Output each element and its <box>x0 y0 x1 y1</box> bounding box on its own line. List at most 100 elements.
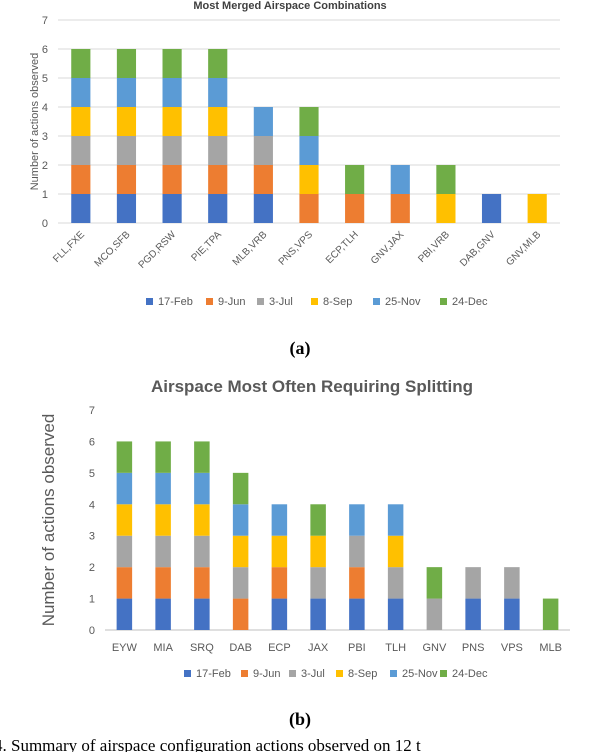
legend-swatch-3-jul <box>289 670 296 677</box>
bar-segment-eyw-17-feb <box>116 598 133 630</box>
legend-swatch-25-nov <box>373 298 380 305</box>
bar-segment-pie-tpa-24-dec <box>208 49 228 78</box>
bar-segment-mco-sfb-9-jun <box>116 165 137 194</box>
x-tick-label: ECP <box>268 642 291 654</box>
y-tick-label: 0 <box>89 625 95 637</box>
bar-segment-pns-vps-9-jun <box>299 194 319 223</box>
legend-swatch-17-feb <box>146 298 153 305</box>
bar-segment-dab-24-dec <box>232 472 249 505</box>
x-tick-label: VPS <box>501 642 523 654</box>
x-tick-label: JAX <box>308 642 329 654</box>
bar-segment-mia-17-feb <box>155 598 171 630</box>
chart-title: Airspace Most Often Requiring Splitting <box>151 377 473 396</box>
bar-segment-gnv-jax-9-jun <box>390 194 410 223</box>
x-tick-label: MLB,VRB <box>231 229 270 268</box>
legend-swatch-25-nov <box>390 670 397 677</box>
bar-segment-dab-25-nov <box>232 504 249 536</box>
bar-segment-mco-sfb-25-nov <box>116 78 137 107</box>
y-axis-label: Number of actions observed <box>29 53 41 191</box>
caption-b: (b) <box>289 709 311 730</box>
y-tick-label: 4 <box>42 102 48 114</box>
legend-label: 24-Dec <box>452 296 488 308</box>
bar-segment-jax-3-jul <box>310 567 326 599</box>
bar-segment-gnv-jax-25-nov <box>390 165 410 194</box>
bar-segment-tlh-8-sep <box>387 535 404 568</box>
x-tick-label: DAB <box>229 642 252 654</box>
legend-label: 9-Jun <box>218 296 246 308</box>
bar-segment-jax-8-sep <box>310 535 326 568</box>
x-tick-label: PNS <box>462 642 485 654</box>
bar-segment-eyw-25-nov <box>116 472 133 505</box>
y-tick-label: 3 <box>89 531 95 543</box>
legend-swatch-9-jun <box>241 670 248 677</box>
bar-segment-srq-3-jul <box>194 535 210 568</box>
bar-segment-mlb-vrb-17-feb <box>253 194 273 223</box>
legend-swatch-9-jun <box>206 298 213 305</box>
bar-segment-srq-25-nov <box>194 472 210 505</box>
bar-segment-fll-fxe-17-feb <box>71 194 91 223</box>
y-tick-label: 6 <box>89 436 95 448</box>
bar-segment-pgd-rsw-3-jul <box>162 136 182 165</box>
bar-segment-ecp-tlh-24-dec <box>345 165 365 194</box>
bar-segment-dab-8-sep <box>232 535 249 568</box>
bar-segment-pie-tpa-8-sep <box>208 107 228 136</box>
legend-swatch-8-sep <box>336 670 343 677</box>
y-tick-label: 1 <box>42 189 48 201</box>
y-tick-label: 2 <box>89 562 95 574</box>
bar-segment-mia-25-nov <box>155 472 171 505</box>
bar-segment-tlh-25-nov <box>387 504 404 536</box>
bar-segment-pbi-vrb-8-sep <box>436 194 456 223</box>
legend-label: 17-Feb <box>196 668 231 680</box>
legend-label: 24-Dec <box>452 668 488 680</box>
bar-segment-gnv-3-jul <box>426 598 443 630</box>
bar-segment-dab-3-jul <box>232 567 249 599</box>
bar-segment-pns-3-jul <box>465 567 481 599</box>
chart-a: Most Merged Airspace Combinations 0 1 2 3 4 5 6… <box>29 0 560 308</box>
bar-segment-dab-9-jun <box>232 598 249 630</box>
bar-segment-pgd-rsw-25-nov <box>162 78 182 107</box>
y-tick-label: 6 <box>42 44 48 56</box>
bar-segment-fll-fxe-8-sep <box>71 107 91 136</box>
x-tick-label: MIA <box>153 642 173 654</box>
legend-swatch-24-dec <box>440 298 447 305</box>
x-tick-label: EYW <box>112 642 138 654</box>
bar-segment-mia-9-jun <box>155 567 171 599</box>
bar-segment-mia-8-sep <box>155 504 171 536</box>
bar-segment-pns-vps-8-sep <box>299 165 319 194</box>
y-tick-label: 4 <box>89 499 95 511</box>
x-tick-label: PGD,RSW <box>137 229 179 271</box>
bar-segment-srq-24-dec <box>194 441 210 473</box>
bar-segment-pbi-vrb-24-dec <box>436 165 456 194</box>
y-tick-label: 0 <box>42 218 48 230</box>
bar-segment-tlh-3-jul <box>387 567 404 599</box>
bar-segment-pbi-17-feb <box>349 598 365 630</box>
bar-segment-pgd-rsw-8-sep <box>162 107 182 136</box>
x-tick-label: DAB,GNV <box>458 229 498 269</box>
x-tick-label: FLL,FXE <box>51 229 87 265</box>
y-tick-label: 7 <box>42 15 48 27</box>
bar-segment-pbi-3-jul <box>349 535 365 568</box>
legend-label: 3-Jul <box>269 296 293 308</box>
legend-label: 17-Feb <box>158 296 193 308</box>
bar-segment-mlb-vrb-3-jul <box>253 136 273 165</box>
caption-a: (a) <box>290 338 311 359</box>
x-tick-label: MCO,SFB <box>93 229 133 269</box>
bar-segment-eyw-24-dec <box>116 441 133 473</box>
y-tick-label: 5 <box>89 468 95 480</box>
x-tick-label: PNS,VPS <box>277 229 316 268</box>
bar-segment-fll-fxe-25-nov <box>71 78 91 107</box>
bar-segment-pbi-9-jun <box>349 567 365 599</box>
bar-segment-pie-tpa-25-nov <box>208 78 228 107</box>
bar-segment-pgd-rsw-9-jun <box>162 165 182 194</box>
bar-segment-pgd-rsw-17-feb <box>162 194 182 223</box>
y-tick-label: 3 <box>42 131 48 143</box>
bar-segment-srq-9-jun <box>194 567 210 599</box>
y-tick-label: 7 <box>89 405 95 417</box>
bar-segment-dab-gnv-17-feb <box>481 194 502 223</box>
bar-segment-fll-fxe-24-dec <box>71 49 91 78</box>
legend-label: 9-Jun <box>253 668 281 680</box>
bar-segment-eyw-8-sep <box>116 504 133 536</box>
bar-segment-mco-sfb-3-jul <box>116 136 137 165</box>
legend-label: 25-Nov <box>402 668 438 680</box>
